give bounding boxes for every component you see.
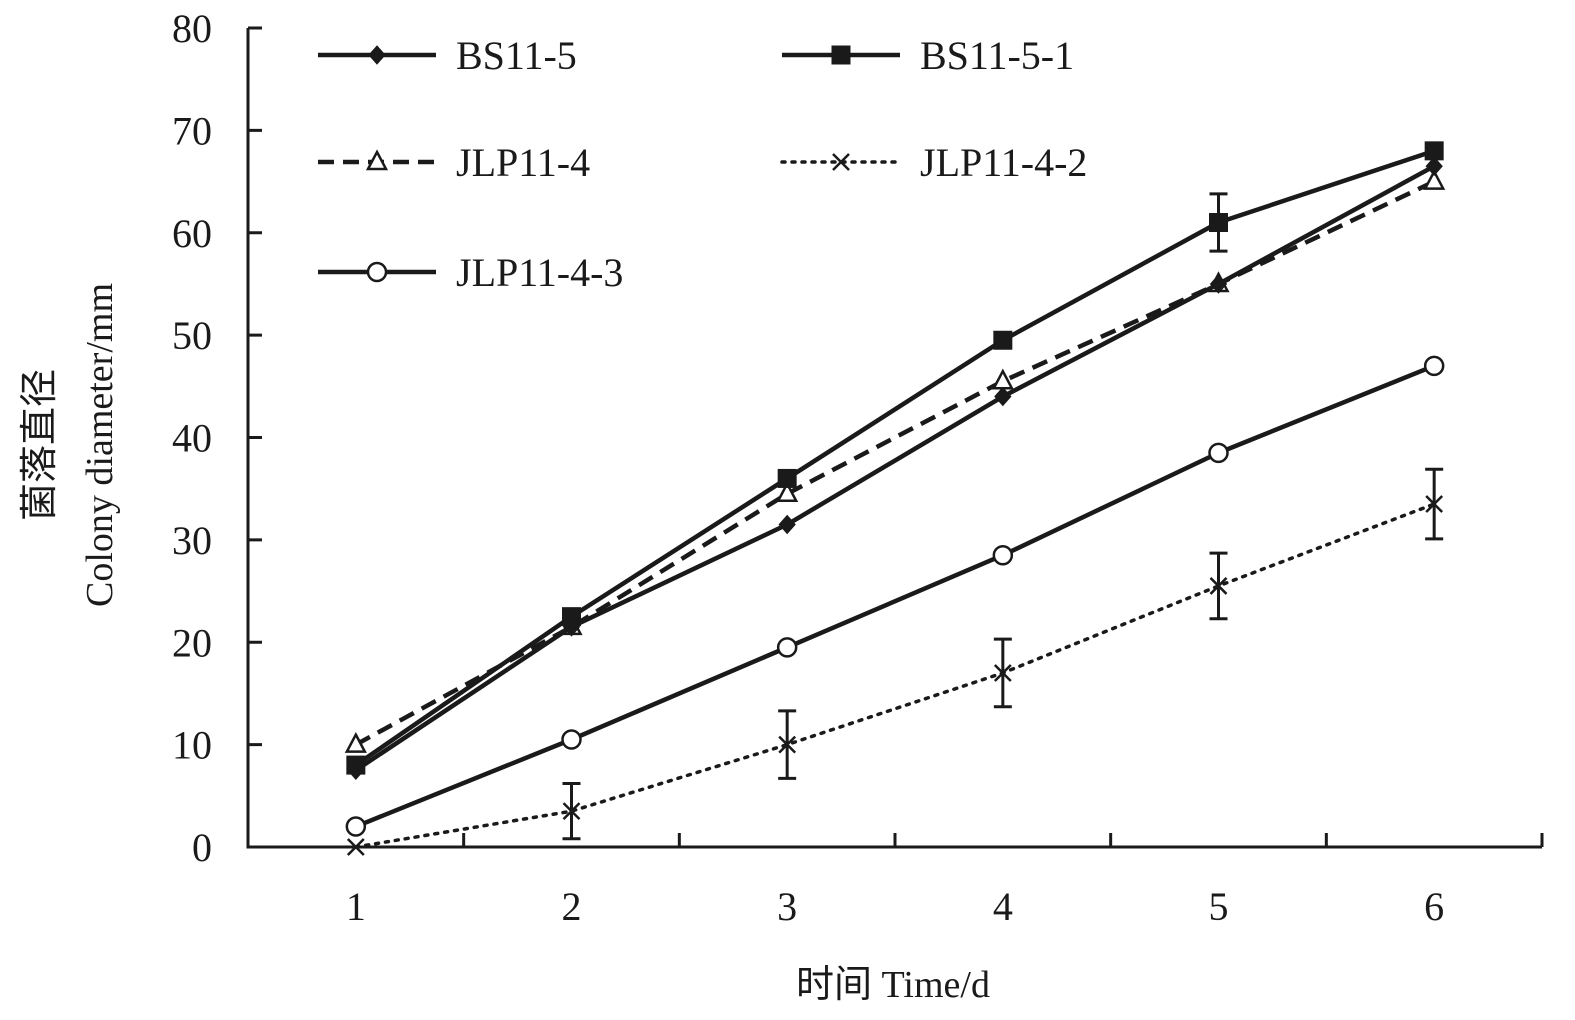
diamond-marker	[778, 514, 796, 535]
square-marker	[831, 45, 851, 65]
triangle-marker	[365, 149, 389, 171]
legend-label: JLP11-4-3	[456, 250, 623, 295]
legend-label: BS11-5	[456, 33, 577, 78]
y-tick-label: 40	[172, 416, 212, 461]
series-line	[354, 164, 1436, 773]
cross-marker	[993, 664, 1012, 682]
cross-marker-stroke	[778, 735, 797, 754]
circle-marker	[776, 637, 798, 658]
axes: 0 10 20 30 40 50 60 70 80 1 2 3 4 5 6	[172, 6, 1544, 929]
legend-item-jlp11-4-3: JLP11-4-3	[318, 250, 623, 295]
legend-item-jlp11-4: JLP11-4	[318, 140, 590, 185]
y-tick-label: 70	[172, 108, 212, 153]
x-tick-label: 4	[993, 884, 1013, 929]
cross-marker	[562, 802, 581, 821]
circle-marker	[345, 816, 367, 837]
x-tick-label: 5	[1209, 884, 1229, 929]
square-marker	[777, 468, 797, 488]
legend-label: JLP11-4	[456, 140, 590, 185]
diamond-marker	[1425, 156, 1443, 176]
circle-marker	[561, 729, 582, 750]
cross-marker-stroke	[1425, 495, 1444, 513]
cross-marker	[1425, 495, 1444, 513]
y-tick-label: 60	[172, 211, 212, 256]
y-tick-label: 30	[172, 518, 212, 563]
y-tick-label: 20	[172, 620, 212, 665]
circle-marker	[1208, 442, 1229, 464]
diamond-marker	[368, 45, 386, 65]
series-bs11-5-1	[346, 141, 1444, 775]
cross-marker-stroke	[562, 802, 581, 821]
y-axis-label: Colony diameter/mm	[79, 283, 121, 607]
y-tick-label: 50	[172, 313, 212, 358]
circle-marker	[992, 544, 1014, 566]
triangle-marker	[1423, 168, 1446, 190]
square-marker	[1209, 213, 1228, 233]
x-axis-label: 时间 Time/d	[796, 964, 990, 1006]
x-tick-label: 6	[1424, 884, 1444, 929]
circle-marker	[1423, 355, 1445, 377]
legend-item-bs11-5-1: BS11-5-1	[782, 33, 1074, 78]
cross-marker-stroke	[993, 664, 1012, 682]
series-jlp11-4-2	[346, 467, 1444, 856]
x-tick-label: 3	[777, 884, 797, 929]
y-axis-label-chinese: 菌落直径	[19, 369, 61, 521]
diamond-marker	[1209, 274, 1228, 294]
y-tick-label: 80	[172, 6, 212, 51]
legend-label: BS11-5-1	[920, 33, 1074, 78]
series-bs11-5	[347, 156, 1443, 780]
triangle-marker	[344, 731, 367, 753]
triangle-marker	[776, 481, 799, 503]
legend-item-jlp11-4-2: JLP11-4-2	[780, 140, 1087, 185]
square-marker	[993, 330, 1013, 350]
legend: BS11-5 BS11-5-1 JLP11-4 JLP11-4-2 JLP11-4-3	[318, 33, 1087, 295]
cross-marker	[832, 153, 850, 171]
cross-marker-stroke	[832, 153, 850, 171]
legend-item-bs11-5: BS11-5	[318, 33, 577, 78]
series-layer	[344, 141, 1446, 856]
x-tick-label: 1	[346, 884, 366, 929]
circle-marker	[366, 261, 388, 283]
legend-label: JLP11-4-2	[920, 140, 1087, 185]
cross-marker-stroke	[1209, 577, 1228, 595]
series-line	[354, 148, 1435, 767]
diamond-marker	[994, 386, 1012, 407]
y-tick-label: 0	[192, 825, 212, 870]
x-tick-label: 2	[562, 884, 582, 929]
square-marker	[562, 607, 581, 627]
series-line	[354, 179, 1436, 747]
series-jlp11-4-3	[345, 355, 1445, 837]
y-tick-label: 10	[172, 723, 212, 768]
cross-marker	[778, 735, 797, 754]
triangle-marker	[991, 368, 1014, 390]
series-line	[354, 502, 1436, 849]
square-marker	[346, 755, 366, 775]
cross-marker	[1209, 577, 1228, 595]
cross-marker	[346, 838, 365, 856]
cross-marker-stroke	[346, 838, 365, 856]
series-line	[354, 363, 1436, 829]
square-marker	[1424, 141, 1444, 161]
